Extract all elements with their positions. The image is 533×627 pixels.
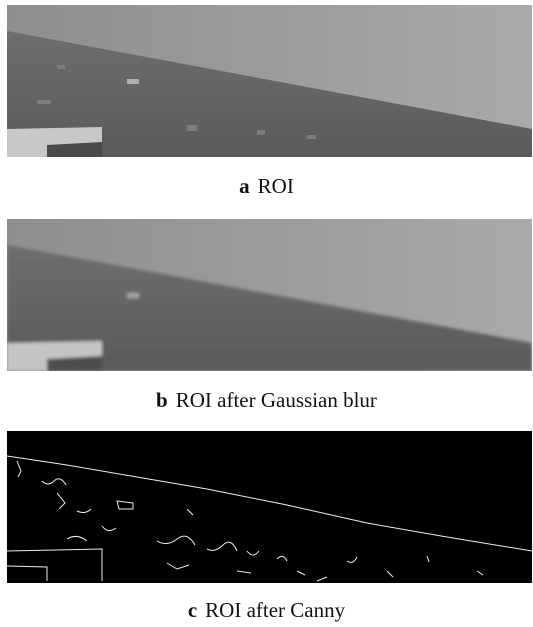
caption-text: ROI after Gaussian blur (176, 388, 377, 412)
blurred-image (7, 219, 532, 371)
roi-image (7, 5, 532, 157)
caption-label: b (156, 388, 168, 412)
caption: c ROI after Canny (0, 598, 533, 623)
canny-image (7, 431, 532, 583)
caption-label: c (188, 598, 197, 622)
caption-text: ROI after Canny (205, 598, 345, 622)
figure: {"panels": [ {"label": "a", "caption": "… (0, 0, 533, 627)
caption: a ROI (0, 174, 533, 199)
caption-text: ROI (258, 174, 294, 198)
caption-label: a (239, 174, 250, 198)
caption: b ROI after Gaussian blur (0, 388, 533, 413)
